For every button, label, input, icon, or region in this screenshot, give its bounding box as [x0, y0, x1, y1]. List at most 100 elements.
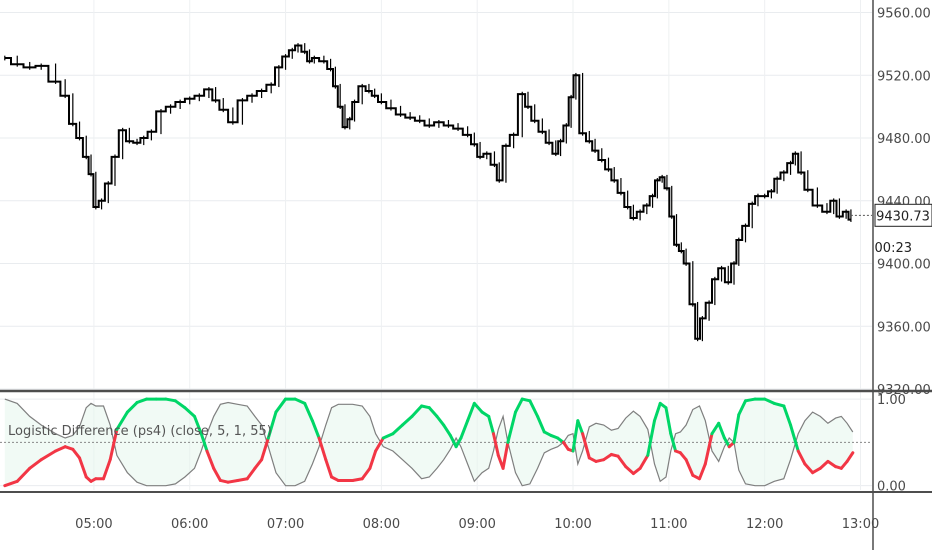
indicator-segment: [717, 421, 726, 440]
price-pane[interactable]: [4, 43, 872, 342]
indicator-segment: [782, 404, 793, 427]
price-tick-label: 9560.00: [877, 7, 931, 22]
indicator-segment: [487, 414, 495, 436]
indicator-segment: [839, 459, 849, 470]
indicator-segment: [236, 477, 249, 482]
indicator-segment: [324, 458, 334, 479]
indicator-segment: [576, 419, 585, 436]
indicator-segment: [789, 423, 800, 453]
time-tick-label: 05:00: [75, 517, 112, 532]
last-price-value: 9430.73: [876, 209, 930, 224]
time-tick-label: 08:00: [363, 517, 400, 532]
indicator-segment: [472, 401, 484, 414]
indicator-segment: [351, 477, 364, 482]
indicator-segment: [818, 459, 830, 470]
indicator-segment: [368, 449, 378, 470]
indicator-segment: [391, 423, 404, 436]
indicator-axis[interactable]: 1.00 0.00: [877, 393, 906, 495]
indicator-segment: [183, 406, 197, 418]
indicator-segment: [571, 419, 580, 453]
indicator-segment: [616, 454, 628, 469]
indicator-segment: [374, 436, 385, 453]
last-price-tag-box: [874, 203, 932, 227]
indicator-segment: [732, 413, 741, 444]
price-tick-label: 9520.00: [877, 69, 931, 84]
indicator-segment: [845, 451, 855, 463]
indicator-segment: [664, 406, 673, 436]
indicator-segment: [115, 410, 129, 431]
bar-countdown: 00:23: [875, 241, 912, 256]
indicator-segment: [293, 397, 307, 405]
indicator-segment: [360, 466, 372, 481]
indicator-segment: [410, 404, 424, 418]
indicator-segment: [71, 447, 82, 460]
indicator-segment: [226, 478, 240, 484]
last-price-tag: 9430.73 00:23: [874, 203, 932, 256]
indicator-segment: [205, 449, 216, 470]
indicator-segment: [381, 432, 395, 440]
indicator-segment: [826, 459, 838, 469]
indicator-segment: [710, 421, 721, 436]
indicator-segment: [199, 432, 209, 453]
indicator-segment: [772, 401, 786, 408]
indicator-segment: [491, 432, 500, 457]
indicator-segment: [669, 432, 678, 453]
indicator-tick-label: 0.00: [877, 480, 906, 495]
indicator-segment: [722, 436, 731, 449]
indicator-segment: [602, 452, 613, 462]
indicator-segment: [796, 449, 807, 466]
price-grid: [0, 12, 872, 390]
indicator-segment: [501, 440, 510, 470]
indicator-segment: [703, 432, 714, 466]
price-tick-label: 9400.00: [877, 258, 931, 273]
indicator-segment: [28, 458, 43, 470]
indicator-segment: [638, 453, 650, 470]
price-series-line[interactable]: [4, 44, 851, 340]
time-tick-label: 13:00: [842, 517, 879, 532]
indicator-segment: [274, 397, 288, 414]
indicator-segment: [581, 432, 591, 460]
indicator-segment: [310, 419, 321, 440]
indicator-segment: [652, 401, 662, 423]
indicator-segment: [108, 427, 119, 462]
indicator-segment: [448, 433, 458, 449]
indicator-segment: [624, 465, 635, 476]
indicator-segment: [15, 466, 32, 483]
indicator-segment: [164, 397, 177, 403]
price-tick-label: 9360.00: [877, 320, 931, 335]
indicator-segment: [536, 414, 546, 434]
price-tick-label: 9480.00: [877, 132, 931, 147]
time-tick-label: 10:00: [554, 517, 591, 532]
time-axis[interactable]: 05:00 06:00 07:00 08:00 09:00 10:00 11:00 12:00…: [75, 517, 879, 532]
indicator-segment: [684, 458, 695, 477]
indicator-segment: [454, 436, 463, 449]
indicator-segment: [427, 406, 439, 418]
indicator-segment: [459, 419, 470, 440]
indicator-legend[interactable]: Logistic Difference (ps4) (close, 5, 1, …: [8, 424, 272, 439]
indicator-segment: [744, 397, 757, 403]
price-tick-label: 9320.00: [877, 383, 931, 398]
indicator-tick-label: 1.00: [877, 393, 906, 408]
indicator-segment: [135, 397, 149, 405]
indicator-segment: [193, 414, 203, 436]
indicator-pane[interactable]: [0, 397, 872, 488]
price-axis[interactable]: 9560.009520.009480.009440.009400.009360.…: [877, 7, 931, 398]
indicator-segment: [698, 462, 707, 481]
indicator-segment: [737, 399, 748, 417]
indicator-mirror-line[interactable]: [4, 398, 854, 487]
indicator-segment: [435, 414, 446, 427]
indicator-segment: [101, 458, 112, 481]
indicator-segment: [212, 466, 222, 482]
indicator-segment: [245, 466, 257, 481]
indicator-segment: [514, 397, 524, 414]
indicator-segment: [253, 458, 264, 470]
indicator-segment: [466, 401, 476, 423]
indicator-segment: [39, 449, 58, 462]
indicator-segment: [400, 414, 414, 427]
indicator-segment: [678, 451, 688, 462]
indicator-segment: [763, 397, 776, 405]
indicator-segment: [173, 399, 187, 410]
time-tick-label: 06:00: [171, 517, 208, 532]
time-tick-label: 09:00: [458, 517, 495, 532]
